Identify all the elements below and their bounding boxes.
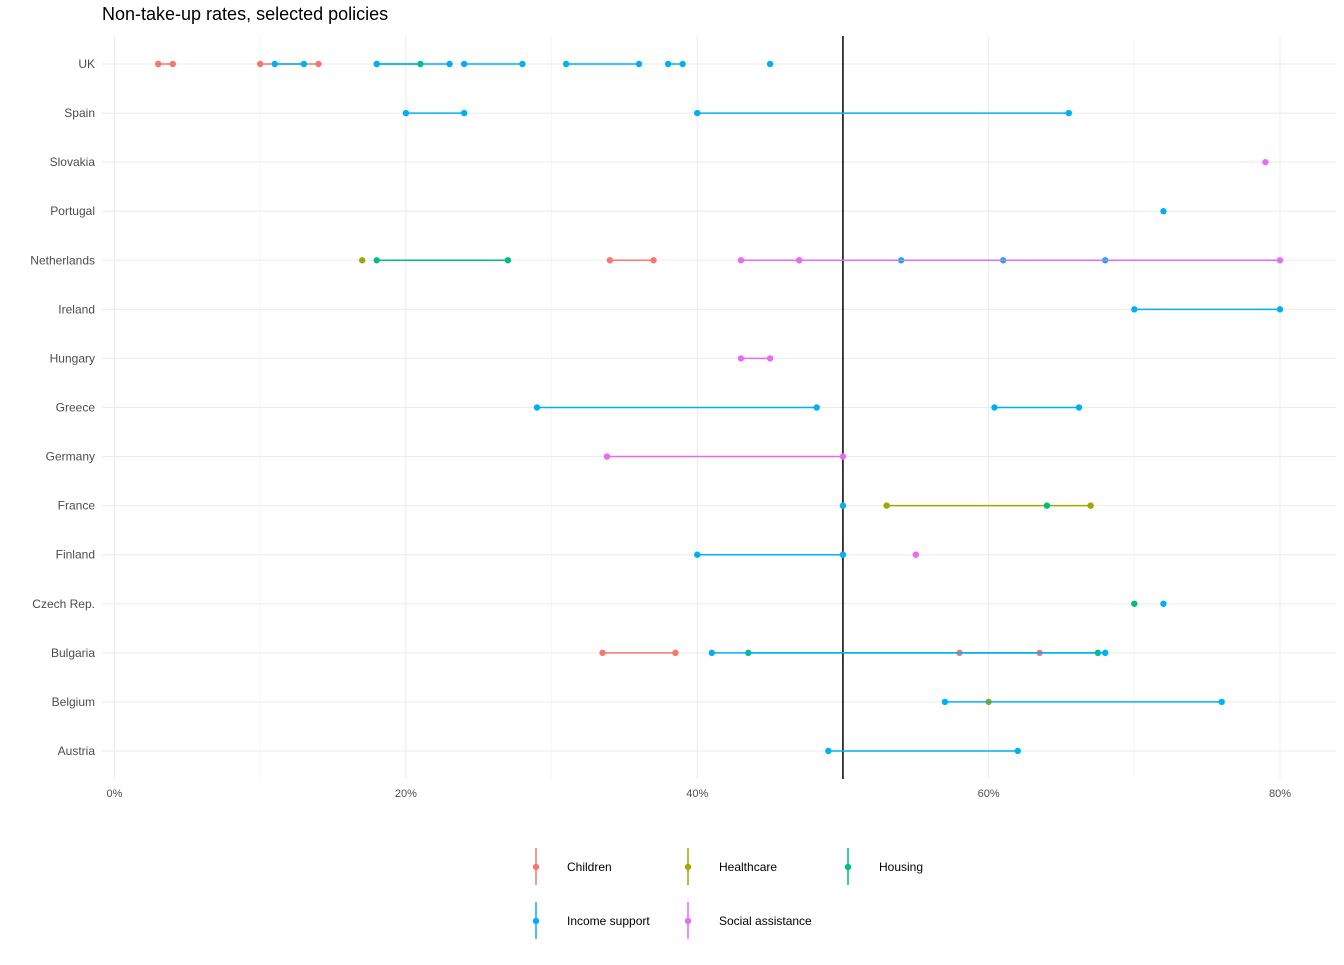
- y-tick-label: Finland: [56, 548, 95, 562]
- data-point: [635, 60, 643, 68]
- data-point: [1101, 649, 1109, 657]
- legend-label: Healthcare: [719, 860, 777, 874]
- data-point: [813, 404, 820, 411]
- data-point: [460, 60, 468, 68]
- data-point: [256, 60, 264, 68]
- data-point: [650, 257, 657, 264]
- data-point: [446, 60, 453, 68]
- data-point: [708, 649, 716, 657]
- data-point: [1160, 208, 1167, 215]
- data-point: [460, 109, 468, 117]
- data-point: [1014, 747, 1021, 755]
- data-point: [504, 257, 512, 264]
- legend-key-point: [532, 863, 540, 871]
- x-tick-label: 40%: [686, 788, 708, 800]
- legend-key-point: [844, 863, 852, 871]
- legend-key-point: [684, 917, 692, 925]
- y-tick-label: Portugal: [50, 204, 95, 218]
- data-point: [169, 60, 176, 68]
- legend-label: Children: [567, 860, 612, 874]
- data-point: [883, 502, 890, 509]
- chart-title: Non-take-up rates, selected policies: [102, 4, 389, 24]
- data-point: [1131, 600, 1138, 607]
- x-tick-label: 60%: [978, 788, 1000, 800]
- data-point: [991, 404, 998, 411]
- y-tick-label: UK: [78, 57, 95, 71]
- data-point: [825, 747, 832, 755]
- data-point: [766, 355, 774, 362]
- data-point: [694, 109, 701, 117]
- data-point: [519, 60, 526, 68]
- y-tick-label: Netherlands: [30, 253, 95, 267]
- data-point: [664, 60, 672, 68]
- data-point: [1160, 600, 1167, 607]
- data-point: [599, 649, 606, 657]
- data-point: [839, 551, 847, 558]
- x-tick-label: 80%: [1269, 788, 1291, 800]
- data-point: [300, 60, 308, 68]
- y-tick-label: Bulgaria: [51, 646, 95, 660]
- data-point: [1065, 109, 1072, 117]
- data-point: [1276, 257, 1284, 264]
- data-point: [1131, 306, 1138, 313]
- data-point: [694, 551, 701, 558]
- y-tick-label: Slovakia: [50, 155, 96, 169]
- y-axis: UK Spain Slovakia Portugal Netherlands Irelan…: [30, 57, 95, 758]
- y-tick-label: Spain: [64, 106, 95, 120]
- y-tick-label: Hungary: [50, 351, 95, 365]
- data-point: [839, 453, 847, 460]
- data-point: [737, 355, 745, 362]
- data-point: [533, 404, 541, 411]
- data-point: [737, 257, 745, 264]
- data-point: [373, 257, 380, 264]
- data-point: [679, 60, 686, 68]
- y-tick-label: France: [58, 499, 96, 513]
- data-point: [606, 257, 614, 264]
- x-tick-label: 0%: [107, 788, 123, 800]
- data-point: [912, 551, 919, 558]
- y-tick-label: Greece: [56, 400, 96, 414]
- data-point: [672, 649, 679, 657]
- data-point: [1262, 158, 1269, 166]
- y-tick-label: Austria: [58, 744, 96, 758]
- data-point: [1276, 306, 1284, 313]
- data-point: [155, 60, 162, 68]
- data-point: [1075, 404, 1083, 411]
- x-tick-label: 20%: [395, 788, 417, 800]
- data-point: [562, 60, 570, 68]
- data-point: [766, 60, 774, 68]
- legend-key-point: [532, 917, 540, 925]
- y-tick-label: Belgium: [52, 695, 95, 709]
- y-tick-label: Czech Rep.: [32, 597, 95, 611]
- data-point: [358, 257, 366, 264]
- data-point: [315, 60, 322, 68]
- data-point: [941, 698, 949, 706]
- x-axis: 0% 20% 40% 60% 80%: [107, 788, 1292, 800]
- legend-key-point: [684, 863, 692, 871]
- data-point: [1043, 502, 1051, 509]
- data-point: [373, 60, 380, 68]
- data-point: [271, 60, 278, 68]
- legend: Children Healthcare Housing Income support S…: [532, 848, 923, 939]
- data-point: [839, 502, 847, 509]
- data-marks: [155, 60, 1284, 755]
- data-point: [603, 453, 611, 460]
- y-tick-label: Ireland: [58, 302, 95, 316]
- data-point: [796, 257, 803, 264]
- data-point: [1087, 502, 1094, 509]
- legend-label: Social assistance: [719, 914, 812, 928]
- data-point: [402, 109, 410, 117]
- legend-label: Housing: [879, 860, 923, 874]
- legend-label: Income support: [567, 914, 650, 928]
- y-tick-label: Germany: [46, 450, 95, 464]
- data-point: [1218, 698, 1225, 706]
